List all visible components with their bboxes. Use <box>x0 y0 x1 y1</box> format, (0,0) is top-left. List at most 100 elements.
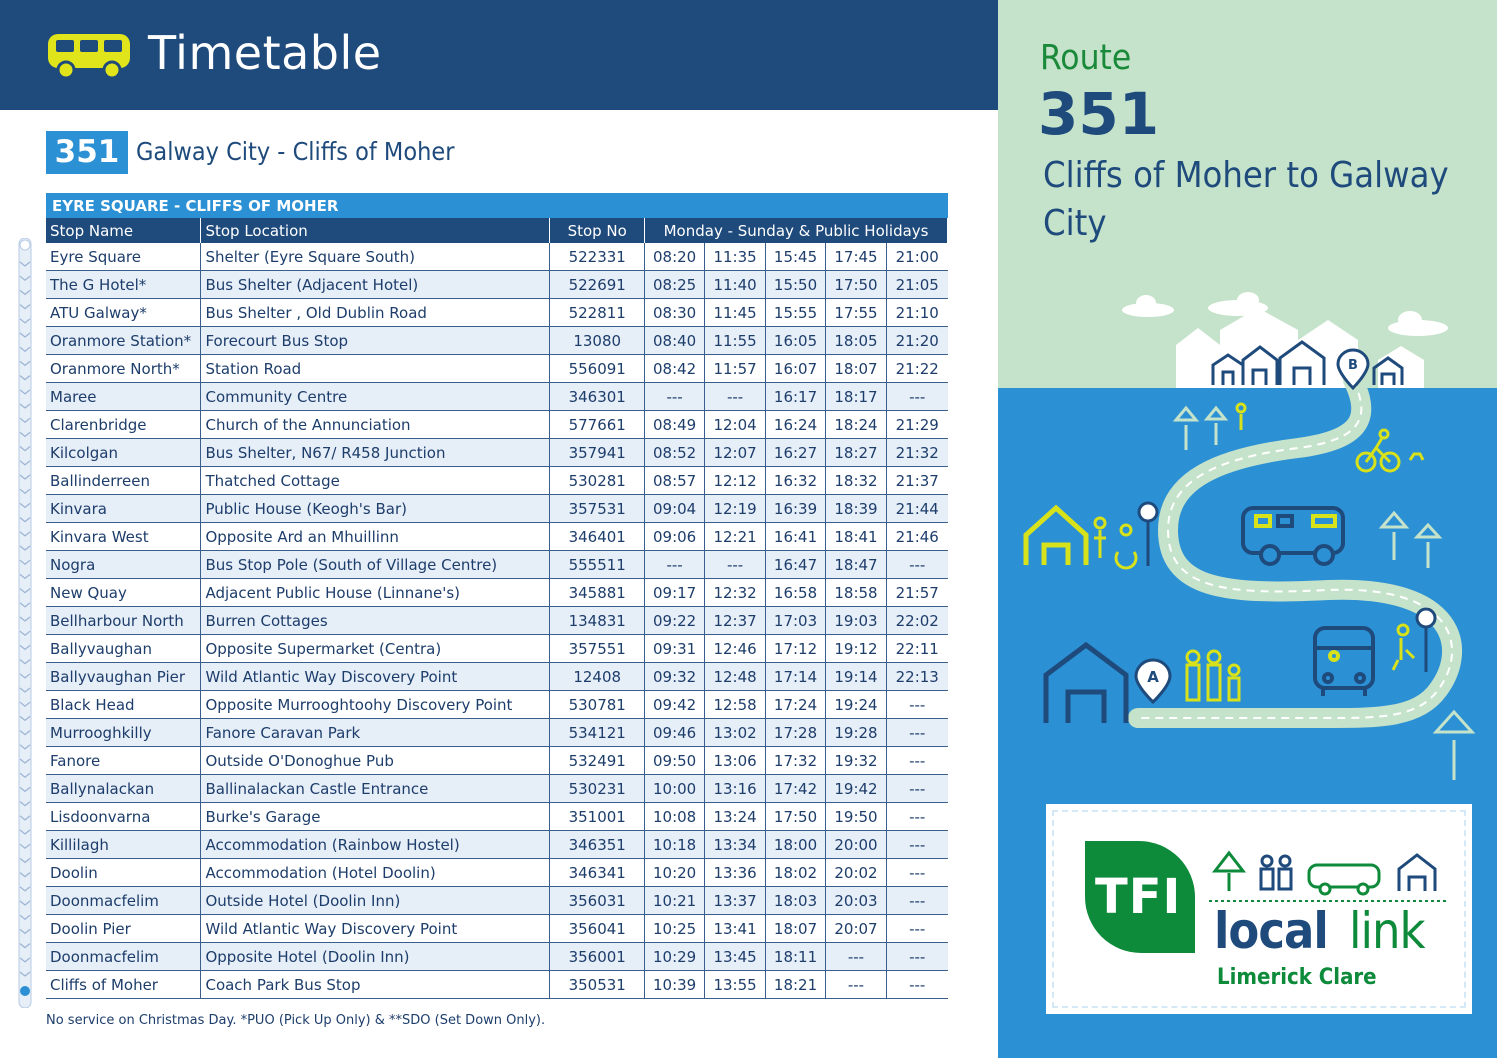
bus-stop-icon <box>1137 501 1437 672</box>
departure-time-cell: 12:46 <box>704 634 767 663</box>
departure-time-cell: --- <box>644 382 706 411</box>
stop-name-cell: Black Head <box>46 690 202 719</box>
stop-location-cell: Bus Shelter, N67/ R458 Junction <box>200 438 551 467</box>
stop-no-cell: 522811 <box>549 298 646 327</box>
departure-time-cell: 09:06 <box>644 522 706 551</box>
panel-route-number: 351 <box>1038 80 1160 148</box>
departure-time-cell: 17:28 <box>765 718 827 747</box>
departure-time-cell: --- <box>825 942 887 971</box>
footnote: No service on Christmas Day. *PUO (Pick … <box>46 1013 546 1028</box>
route-number-badge: 351 <box>46 131 128 174</box>
table-row: Fanore Outside O'Donoghue Pub 532491 09:50 1… <box>46 746 948 775</box>
stop-no-cell: 556091 <box>549 354 646 383</box>
departure-time-cell: 08:20 <box>644 243 706 271</box>
departure-time-cell: 20:07 <box>825 914 887 943</box>
table-row: Doonmacfelim Outside Hotel (Doolin Inn) 35… <box>46 886 948 915</box>
departure-time-cell: 22:13 <box>886 662 948 691</box>
departure-time-cell: --- <box>644 550 706 579</box>
stop-no-cell: 346341 <box>549 858 646 887</box>
departure-time-cell: 17:12 <box>765 634 827 663</box>
departure-time-cell: 21:32 <box>886 438 948 467</box>
stop-name-cell: Eyre Square <box>46 243 202 271</box>
table-row: ATU Galway* Bus Shelter , Old Dublin Road… <box>46 298 948 327</box>
departure-time-cell: 13:34 <box>704 830 767 859</box>
panel-route-description: Cliffs of Moher to Galway City <box>1043 155 1449 244</box>
stop-location-cell: Opposite Hotel (Doolin Inn) <box>200 942 551 971</box>
departure-time-cell: 16:41 <box>765 522 827 551</box>
departure-time-cell: 21:00 <box>886 243 948 271</box>
link-text: link <box>1349 902 1426 960</box>
stop-location-cell: Opposite Ard an Mhuillinn <box>200 522 551 551</box>
departure-time-cell: --- <box>886 550 948 579</box>
departure-time-cell: 12:19 <box>704 494 767 523</box>
stop-name-cell: Cliffs of Moher <box>46 970 202 999</box>
departure-time-cell: 19:28 <box>825 718 887 747</box>
col-stop-no: Stop No <box>549 218 646 243</box>
departure-time-cell: 09:31 <box>644 634 706 663</box>
departure-time-cell: 18:39 <box>825 494 887 523</box>
stop-no-cell: 13080 <box>549 326 646 355</box>
stop-name-cell: Ballinderreen <box>46 466 202 495</box>
departure-time-cell: 17:50 <box>825 270 887 299</box>
stop-name-cell: Oranmore Station* <box>46 326 202 355</box>
houses-line-icon <box>1211 340 1404 385</box>
departure-time-cell: --- <box>886 746 948 775</box>
region-text: Limerick Clare <box>1217 965 1377 990</box>
stop-no-cell: 522691 <box>549 270 646 299</box>
departure-time-cell: 11:40 <box>704 270 767 299</box>
departure-time-cell: 16:17 <box>765 382 827 411</box>
departure-time-cell: 18:17 <box>825 382 887 411</box>
departure-time-cell: 20:03 <box>825 886 887 915</box>
stop-location-cell: Adjacent Public House (Linnane's) <box>200 578 551 607</box>
tfi-text: TFI <box>1095 869 1182 925</box>
departure-time-cell: 09:42 <box>644 690 706 719</box>
departure-time-cell: 19:14 <box>825 662 887 691</box>
stop-name-cell: Ballynalackan <box>46 774 202 803</box>
stop-location-cell: Wild Atlantic Way Discovery Point <box>200 914 551 943</box>
departure-time-cell: 21:57 <box>886 578 948 607</box>
bus-side-icon <box>1241 506 1345 566</box>
departure-time-cell: 09:17 <box>644 578 706 607</box>
departure-time-cell: --- <box>886 858 948 887</box>
departure-time-cell: 21:22 <box>886 354 948 383</box>
stop-name-cell: Nogra <box>46 550 202 579</box>
stop-name-cell: ATU Galway* <box>46 298 202 327</box>
departure-time-cell: 12:21 <box>704 522 767 551</box>
timetable-body: Eyre Square Shelter (Eyre Square South) 52… <box>46 243 948 999</box>
stop-location-cell: Public House (Keogh's Bar) <box>200 494 551 523</box>
table-row: Oranmore North* Station Road 556091 08:42 11… <box>46 354 948 383</box>
stop-location-cell: Accommodation (Hotel Doolin) <box>200 858 551 887</box>
stop-name-cell: Ballyvaughan <box>46 634 202 663</box>
stop-location-cell: Shelter (Eyre Square South) <box>200 243 551 271</box>
stop-location-cell: Outside Hotel (Doolin Inn) <box>200 886 551 915</box>
stop-location-cell: Bus Shelter , Old Dublin Road <box>200 298 551 327</box>
departure-time-cell: 17:42 <box>765 774 827 803</box>
stop-name-cell: The G Hotel* <box>46 270 202 299</box>
departure-time-cell: --- <box>886 970 948 999</box>
departure-time-cell: 11:35 <box>704 243 767 271</box>
stop-no-cell: 12408 <box>549 662 646 691</box>
stop-location-cell: Fanore Caravan Park <box>200 718 551 747</box>
departure-time-cell: 17:03 <box>765 606 827 635</box>
stop-name-cell: Killilagh <box>46 830 202 859</box>
departure-time-cell: 13:02 <box>704 718 767 747</box>
stop-name-cell: Oranmore North* <box>46 354 202 383</box>
stop-location-cell: Ballinalackan Castle Entrance <box>200 774 551 803</box>
timetable: EYRE SQUARE - CLIFFS OF MOHER Stop Name … <box>46 193 948 999</box>
departure-time-cell: 18:05 <box>825 326 887 355</box>
map-pin-a-icon: A <box>1134 658 1172 705</box>
stop-no-cell: 350531 <box>549 970 646 999</box>
departure-time-cell: 16:47 <box>765 550 827 579</box>
pedestrian-icon <box>1093 402 1416 702</box>
stop-location-cell: Opposite Murrooghtoohy Discovery Point <box>200 690 551 719</box>
stop-no-cell: 534121 <box>549 718 646 747</box>
departure-time-cell: 08:49 <box>644 410 706 439</box>
departure-time-cell: 13:45 <box>704 942 767 971</box>
departure-time-cell: 16:58 <box>765 578 827 607</box>
departure-time-cell: 12:04 <box>704 410 767 439</box>
table-row: Ballynalackan Ballinalackan Castle Entran… <box>46 774 948 803</box>
departure-time-cell: 18:21 <box>765 970 827 999</box>
departure-time-cell: --- <box>886 802 948 831</box>
stop-name-cell: Maree <box>46 382 202 411</box>
stop-no-cell: 357531 <box>549 494 646 523</box>
